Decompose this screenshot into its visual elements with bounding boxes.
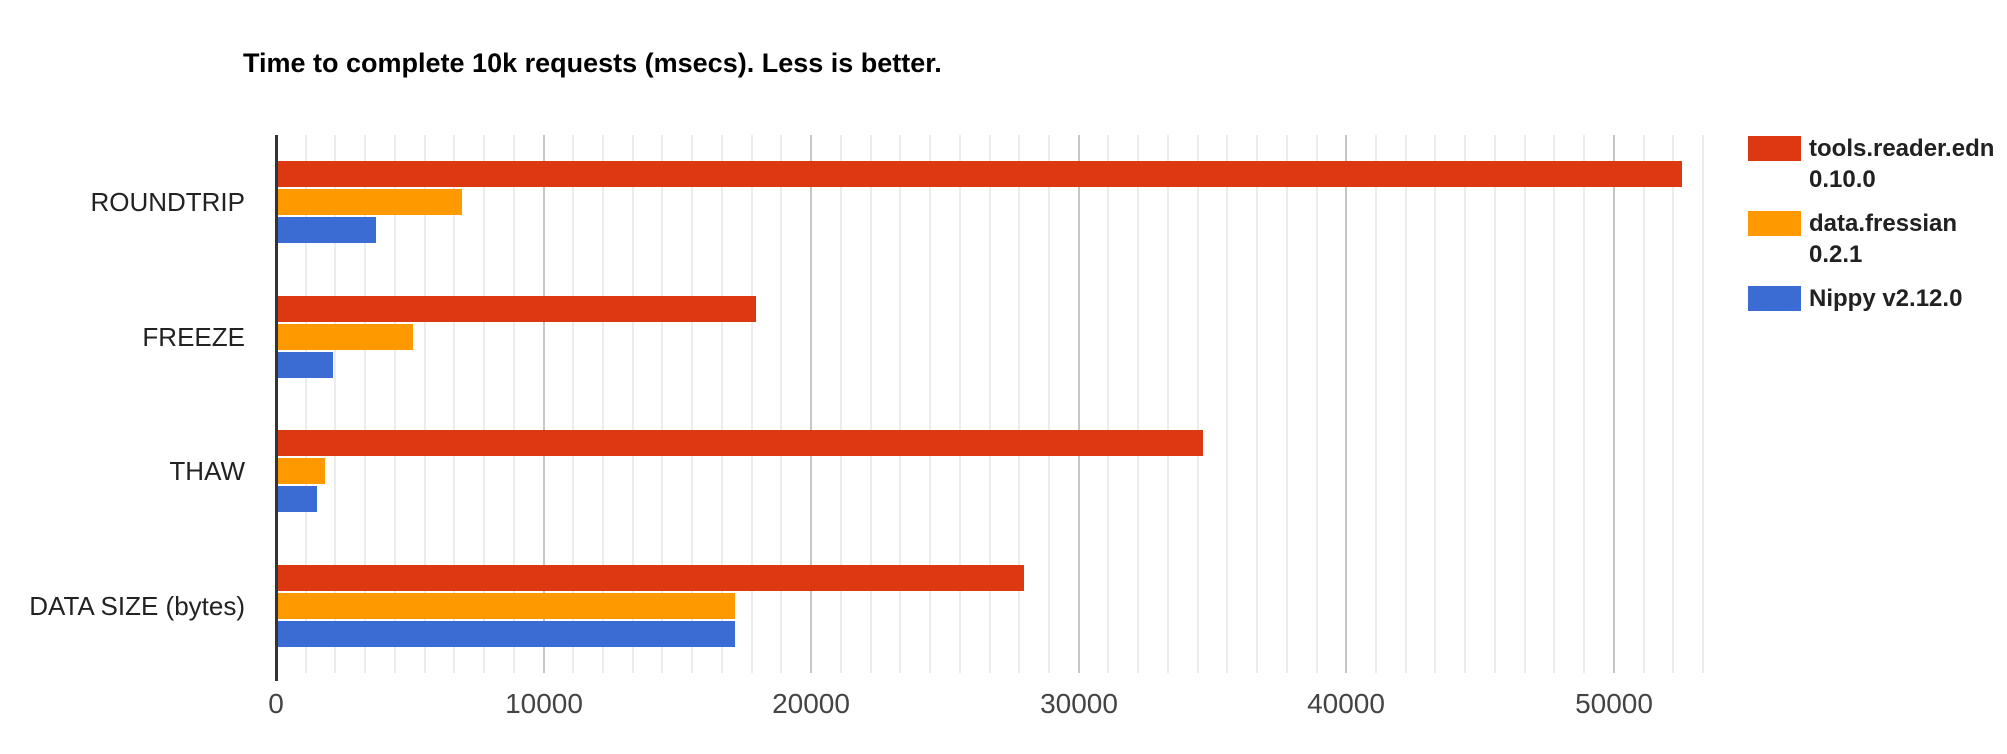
x-tick-label: 20000 (772, 688, 850, 719)
minor-gridline (1493, 135, 1496, 673)
minor-gridline (1672, 135, 1675, 673)
legend-item: data.fressian 0.2.1 (1748, 208, 2003, 270)
minor-gridline (453, 135, 456, 673)
x-tick-label: 50000 (1575, 688, 1653, 719)
minor-gridline (631, 135, 634, 673)
minor-gridline (750, 135, 753, 673)
minor-gridline (1196, 135, 1199, 673)
x-tick-label: 0 (268, 688, 284, 719)
minor-gridline (423, 135, 426, 673)
chart-title: Time to complete 10k requests (msecs). L… (243, 48, 942, 78)
y-axis-baseline (275, 135, 278, 681)
minor-gridline (869, 135, 872, 673)
bar[interactable] (277, 565, 1024, 591)
minor-gridline (958, 135, 961, 673)
minor-gridline (988, 135, 991, 673)
major-gridline (1077, 135, 1080, 673)
minor-gridline (1702, 135, 1704, 673)
legend-item: tools.reader.edn 0.10.0 (1748, 133, 2003, 195)
legend-label: data.fressian 0.2.1 (1809, 210, 1958, 268)
minor-gridline (334, 135, 337, 673)
bar[interactable] (277, 217, 376, 243)
major-gridline (810, 135, 813, 673)
minor-gridline (602, 135, 605, 673)
minor-gridline (1256, 135, 1259, 673)
legend-swatch (1748, 136, 1801, 161)
minor-gridline (572, 135, 575, 673)
minor-gridline (1553, 135, 1556, 673)
plot-area (276, 135, 1704, 673)
minor-gridline (1404, 135, 1407, 673)
minor-gridline (1226, 135, 1229, 673)
minor-gridline (929, 135, 932, 673)
minor-gridline (483, 135, 486, 673)
minor-gridline (839, 135, 842, 673)
bar[interactable] (277, 161, 1682, 187)
minor-gridline (899, 135, 902, 673)
bar[interactable] (277, 593, 735, 619)
legend-item: Nippy v2.12.0 (1748, 283, 2003, 314)
category-label: DATA SIZE (bytes) (29, 591, 245, 621)
bar[interactable] (277, 296, 756, 322)
minor-gridline (1047, 135, 1050, 673)
x-tick-label: 40000 (1307, 688, 1385, 719)
bar[interactable] (277, 430, 1203, 456)
x-tick-label: 10000 (505, 688, 583, 719)
legend-label: tools.reader.edn 0.10.0 (1809, 135, 1995, 193)
bar[interactable] (277, 621, 735, 647)
minor-gridline (1315, 135, 1318, 673)
minor-gridline (1018, 135, 1021, 673)
major-gridline (1345, 135, 1348, 673)
minor-gridline (1166, 135, 1169, 673)
minor-gridline (691, 135, 694, 673)
legend-swatch (1748, 211, 1801, 236)
minor-gridline (1642, 135, 1645, 673)
minor-gridline (1434, 135, 1437, 673)
major-gridline (542, 135, 545, 673)
legend-swatch (1748, 286, 1801, 311)
minor-gridline (1137, 135, 1140, 673)
minor-gridline (304, 135, 307, 673)
legend: tools.reader.edn 0.10.0 data.fressian 0.2… (1748, 133, 2003, 314)
minor-gridline (1107, 135, 1110, 673)
minor-gridline (512, 135, 515, 673)
bar[interactable] (277, 458, 325, 484)
minor-gridline (661, 135, 664, 673)
minor-gridline (364, 135, 367, 673)
category-label: FREEZE (142, 322, 245, 352)
minor-gridline (1583, 135, 1586, 673)
minor-gridline (1285, 135, 1288, 673)
x-tick-label: 30000 (1040, 688, 1118, 719)
minor-gridline (1374, 135, 1377, 673)
minor-gridline (720, 135, 723, 673)
bar[interactable] (277, 189, 462, 215)
minor-gridline (1464, 135, 1467, 673)
bar[interactable] (277, 324, 413, 350)
minor-gridline (1523, 135, 1526, 673)
major-gridline (1612, 135, 1615, 673)
legend-label: Nippy v2.12.0 (1809, 285, 1963, 312)
category-label: ROUNDTRIP (90, 187, 245, 217)
minor-gridline (393, 135, 396, 673)
bar[interactable] (277, 486, 317, 512)
minor-gridline (780, 135, 783, 673)
category-label: THAW (169, 456, 245, 486)
bar[interactable] (277, 352, 333, 378)
